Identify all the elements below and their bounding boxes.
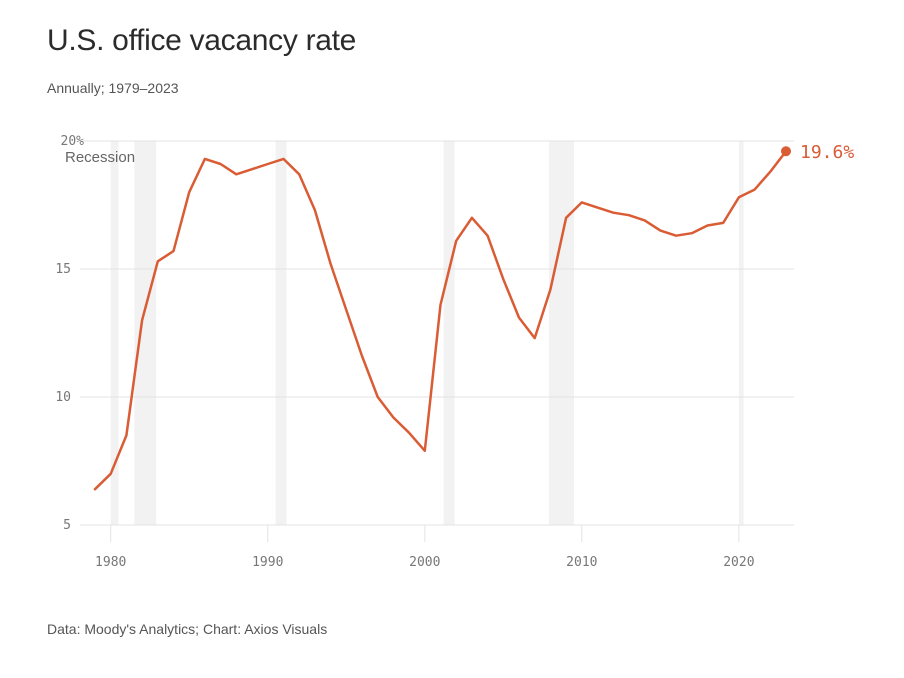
y-tick-label: 10 — [55, 390, 71, 405]
y-axis: 20% 15 10 5 — [55, 134, 84, 533]
recession-band — [110, 141, 119, 525]
recession-band — [443, 141, 455, 525]
x-tick-label: 2010 — [566, 555, 597, 570]
recession-band — [134, 141, 157, 525]
end-value-label: 19.6% — [800, 142, 854, 163]
recession-bands — [110, 141, 744, 525]
source-note: Data: Moody's Analytics; Chart: Axios Vi… — [47, 621, 328, 637]
x-tick-label: 2000 — [409, 555, 440, 570]
x-tick-label: 2020 — [723, 555, 754, 570]
x-axis: 1980 1990 2000 2010 2020 — [95, 525, 755, 570]
y-tick-label: 15 — [55, 262, 71, 277]
x-tick-label: 1980 — [95, 555, 126, 570]
chart-subtitle: Annually; 1979–2023 — [47, 80, 179, 96]
recession-band — [548, 141, 574, 525]
recession-band — [738, 141, 744, 525]
recession-band — [275, 141, 287, 525]
y-tick-label: 20% — [61, 134, 85, 149]
recession-label: Recession — [65, 149, 135, 166]
x-tick-label: 1990 — [252, 555, 283, 570]
y-tick-label: 5 — [63, 518, 71, 533]
chart-title: U.S. office vacancy rate — [47, 24, 357, 57]
gridlines — [80, 140, 794, 526]
end-point-marker — [781, 146, 791, 157]
vacancy-rate-line — [93, 149, 788, 491]
